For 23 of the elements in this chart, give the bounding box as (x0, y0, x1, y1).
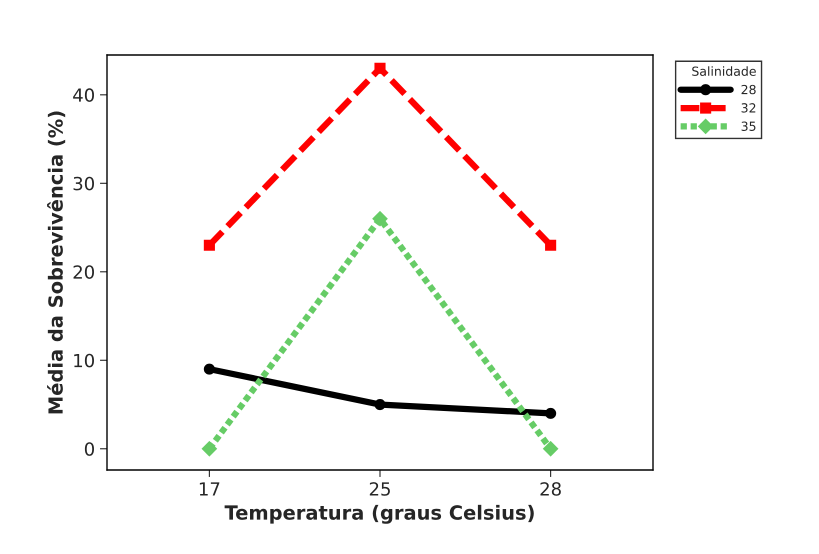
legend-title: Salinidade (692, 66, 756, 76)
point (374, 62, 386, 74)
point (545, 408, 556, 419)
y-tick-label: 40 (73, 88, 94, 102)
point (545, 240, 556, 251)
y-tick-label: 0 (84, 442, 94, 456)
x-axis-title: Temperatura (graus Celsius) (224, 504, 534, 524)
y-axis-title: Média da Sobrevivência (%) (47, 112, 66, 414)
x-tick-label: 28 (540, 482, 561, 496)
legend-label: 35 (742, 122, 756, 131)
legend-label: 32 (742, 103, 756, 113)
point (372, 211, 388, 226)
point (374, 398, 386, 410)
point (543, 441, 558, 456)
point (202, 441, 217, 456)
x-tick-label: 25 (370, 482, 390, 496)
point (204, 364, 215, 375)
y-tick-label: 10 (74, 354, 94, 368)
point (204, 240, 215, 251)
y-tick-label: 20 (74, 265, 94, 279)
x-tick-label: 17 (200, 482, 220, 496)
legend-label: 28 (742, 84, 756, 94)
y-tick-label: 30 (74, 176, 94, 190)
